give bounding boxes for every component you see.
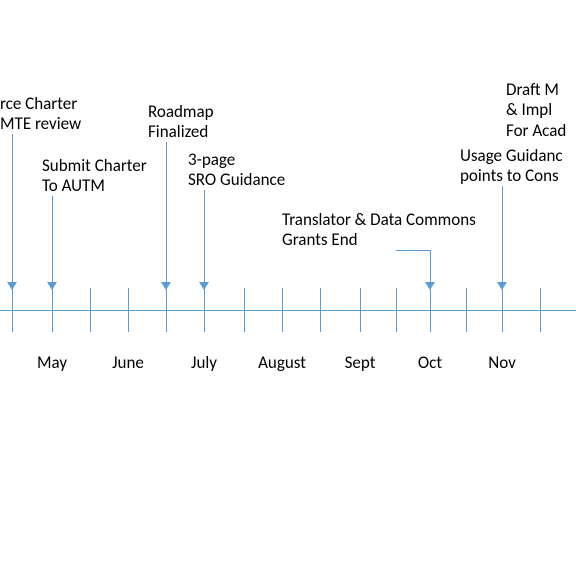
event-grants-end-leader-h bbox=[396, 250, 430, 251]
event-sro-guidance-leader bbox=[204, 190, 205, 284]
event-text-line: Draft M bbox=[506, 80, 566, 100]
month-label: July bbox=[191, 352, 217, 373]
event-charter-review-label: rce CharterMTE review bbox=[0, 94, 81, 135]
event-roadmap-finalized-leader bbox=[166, 142, 167, 284]
arrow-down-icon bbox=[161, 282, 171, 290]
month-label: Sept bbox=[345, 352, 376, 373]
axis-tick bbox=[90, 288, 91, 332]
event-text-line: Usage Guidanc bbox=[460, 146, 563, 166]
event-roadmap-finalized-label: RoadmapFinalized bbox=[148, 102, 214, 143]
month-label: August bbox=[258, 352, 306, 373]
axis-tick bbox=[320, 288, 321, 332]
arrow-down-icon bbox=[425, 282, 435, 290]
event-submit-charter-leader bbox=[52, 196, 53, 284]
event-text-line: Grants End bbox=[282, 230, 476, 250]
axis-tick bbox=[204, 288, 205, 332]
event-text-line: Translator & Data Commons bbox=[282, 210, 476, 230]
axis-tick bbox=[12, 288, 13, 332]
event-text-line: points to Cons bbox=[460, 166, 563, 186]
event-text-line: To AUTM bbox=[42, 176, 147, 196]
event-text-line: For Acad bbox=[506, 121, 566, 141]
axis-tick bbox=[244, 288, 245, 332]
axis-tick bbox=[360, 288, 361, 332]
timeline-canvas: { "axis": { "y": 310, "x_start": 0, "x_e… bbox=[0, 0, 576, 576]
event-grants-end-leader-v bbox=[430, 250, 431, 284]
arrow-down-icon bbox=[199, 282, 209, 290]
event-text-line: & Impl bbox=[506, 100, 566, 120]
month-label: May bbox=[37, 352, 67, 373]
event-sro-guidance-label: 3-pageSRO Guidance bbox=[188, 150, 285, 191]
event-draft-m-label: Draft M& ImplFor Acad bbox=[506, 80, 566, 141]
event-usage-guidance-leader bbox=[502, 186, 503, 284]
axis-tick bbox=[282, 288, 283, 332]
month-label: Oct bbox=[418, 352, 442, 373]
event-text-line: 3-page bbox=[188, 150, 285, 170]
month-label: June bbox=[112, 352, 144, 373]
event-text-line: Roadmap bbox=[148, 102, 214, 122]
event-text-line: SRO Guidance bbox=[188, 170, 285, 190]
arrow-down-icon bbox=[497, 282, 507, 290]
axis-tick bbox=[430, 288, 431, 332]
event-text-line: Submit Charter bbox=[42, 156, 147, 176]
event-text-line: MTE review bbox=[0, 114, 81, 134]
arrow-down-icon bbox=[47, 282, 57, 290]
event-submit-charter-label: Submit CharterTo AUTM bbox=[42, 156, 147, 197]
arrow-down-icon bbox=[7, 282, 17, 290]
event-text-line: Finalized bbox=[148, 122, 214, 142]
axis-tick bbox=[166, 288, 167, 332]
axis-tick bbox=[502, 288, 503, 332]
event-grants-end-label: Translator & Data CommonsGrants End bbox=[282, 210, 476, 251]
month-label: Nov bbox=[488, 352, 516, 373]
axis-tick bbox=[128, 288, 129, 332]
axis-tick bbox=[540, 288, 541, 332]
axis-tick bbox=[466, 288, 467, 332]
event-usage-guidance-label: Usage Guidancpoints to Cons bbox=[460, 146, 563, 187]
event-text-line: rce Charter bbox=[0, 94, 81, 114]
timeline-axis bbox=[0, 310, 576, 311]
axis-tick bbox=[396, 288, 397, 332]
axis-tick bbox=[52, 288, 53, 332]
event-charter-review-leader bbox=[12, 134, 13, 284]
